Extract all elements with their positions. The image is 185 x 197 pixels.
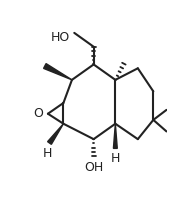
Text: H: H — [43, 147, 53, 160]
Polygon shape — [44, 64, 72, 80]
Text: H: H — [111, 152, 120, 165]
Polygon shape — [48, 124, 63, 144]
Text: OH: OH — [84, 161, 103, 174]
Polygon shape — [113, 124, 117, 148]
Text: HO: HO — [51, 31, 70, 44]
Text: O: O — [34, 107, 43, 120]
